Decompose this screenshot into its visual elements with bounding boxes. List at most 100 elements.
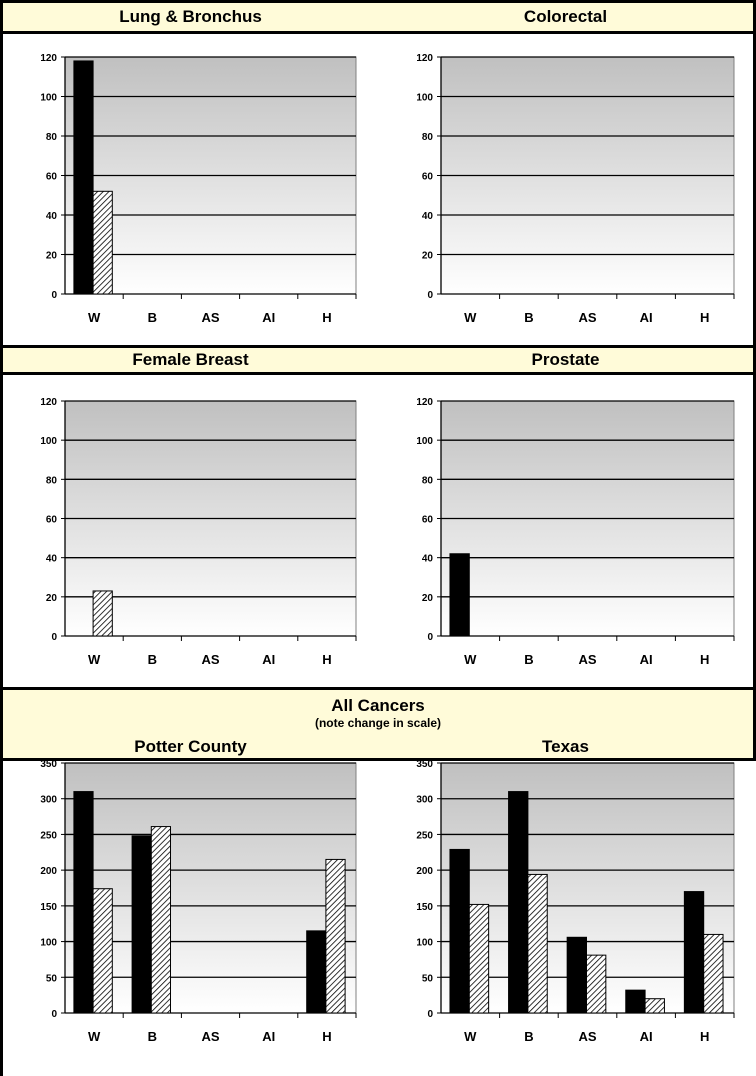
y-tick-label: 80: [422, 475, 434, 486]
y-tick-label: 250: [40, 830, 57, 841]
x-tick-label: H: [700, 1029, 709, 1044]
bar-hatched-h: [703, 933, 724, 1014]
bar-solid-w: [73, 60, 94, 295]
x-tick-label: B: [148, 1029, 157, 1044]
chart-prostate: 0 20 40 60 80 100 120 W B AS AI H: [416, 397, 735, 667]
y-tick-label: 20: [46, 593, 58, 604]
frame-right-border: [753, 0, 756, 761]
x-tick-label: AI: [262, 652, 275, 667]
panel-title-potter: Potter County: [134, 737, 247, 756]
header-band-top: [0, 0, 756, 34]
x-tick-label: AS: [201, 1029, 219, 1044]
bar-solid-w: [449, 848, 470, 1014]
x-tick-label: W: [464, 310, 477, 325]
y-tick-label: 120: [40, 53, 57, 64]
chart-lung: 0 20 40 60 80 100 120 W B AS AI H: [40, 53, 357, 325]
y-tick-label: 0: [51, 290, 57, 301]
y-tick-label: 150: [40, 902, 57, 913]
y-tick-label: 20: [422, 251, 434, 262]
bar-hatched-w: [92, 190, 113, 295]
y-tick-label: 0: [51, 1009, 57, 1020]
y-tick-label: 50: [46, 973, 58, 984]
x-tick-label: AS: [578, 1029, 596, 1044]
x-tick-label: W: [464, 1029, 477, 1044]
x-tick-label: AI: [262, 310, 275, 325]
bar-hatched-as: [586, 954, 607, 1014]
y-tick-label: 60: [46, 172, 58, 183]
x-tick-label: AS: [201, 652, 219, 667]
bar-hatched-w: [92, 888, 113, 1014]
chart-texas: 0 50 100 150 200 250 300 350 W B AS AI H: [416, 759, 735, 1044]
bar-hatched-w: [468, 903, 490, 1014]
y-tick-label: 20: [46, 251, 58, 262]
panel-title-colorectal: Colorectal: [523, 7, 608, 26]
bar-hatched-b: [527, 873, 548, 1014]
y-tick-label: 80: [46, 132, 58, 143]
bar-solid-b: [131, 835, 152, 1014]
all-cancers-title: All Cancers: [331, 696, 425, 715]
x-tick-label: H: [322, 1029, 331, 1044]
frame-left-border: [0, 0, 3, 1076]
x-tick-label: AI: [640, 652, 653, 667]
header-band-all-cancers: [0, 687, 756, 761]
y-tick-label: 350: [416, 759, 433, 770]
x-tick-label: W: [88, 1029, 101, 1044]
y-tick-label: 100: [416, 93, 433, 104]
y-tick-label: 100: [416, 938, 433, 949]
y-tick-label: 60: [422, 172, 434, 183]
x-tick-label: W: [464, 652, 477, 667]
y-tick-label: 100: [40, 938, 57, 949]
bar-solid-ai: [625, 989, 646, 1014]
all-cancers-note: (note change in scale): [314, 716, 442, 730]
y-tick-label: 20: [422, 593, 434, 604]
y-tick-label: 60: [422, 515, 434, 526]
bar-hatched-b: [150, 826, 172, 1014]
y-tick-label: 60: [46, 515, 58, 526]
y-tick-label: 0: [51, 632, 57, 643]
bar-solid-w: [73, 791, 94, 1014]
x-tick-label: AS: [578, 310, 596, 325]
x-tick-label: AI: [640, 310, 653, 325]
y-tick-label: 200: [416, 866, 433, 877]
x-tick-label: W: [88, 652, 101, 667]
panel-title-texas: Texas: [542, 737, 589, 756]
x-tick-label: B: [524, 310, 533, 325]
y-tick-label: 40: [422, 211, 434, 222]
x-tick-label: B: [524, 652, 533, 667]
y-tick-label: 350: [40, 759, 57, 770]
x-tick-label: W: [88, 310, 101, 325]
x-tick-label: H: [322, 652, 331, 667]
panel-title-lung: Lung & Bronchus: [119, 7, 262, 26]
y-tick-label: 300: [416, 795, 433, 806]
y-tick-label: 120: [40, 397, 57, 408]
bar-solid-h: [683, 891, 705, 1014]
y-tick-label: 40: [46, 211, 58, 222]
x-tick-label: B: [148, 652, 157, 667]
y-tick-label: 100: [416, 436, 433, 447]
chart-breast: 0 20 40 60 80 100 120 W B AS AI H: [40, 397, 357, 667]
chart-colorectal: 0 20 40 60 80 100 120 W B AS AI H: [416, 53, 735, 325]
y-tick-label: 0: [427, 290, 433, 301]
x-tick-label: AI: [640, 1029, 653, 1044]
x-tick-label: H: [700, 652, 709, 667]
y-tick-label: 100: [40, 436, 57, 447]
bar-solid-h: [306, 930, 327, 1014]
y-tick-label: 250: [416, 830, 433, 841]
y-tick-label: 120: [416, 397, 433, 408]
panel-title-prostate: Prostate: [531, 350, 600, 369]
bar-solid-b: [508, 791, 529, 1014]
x-tick-label: H: [700, 310, 709, 325]
bar-hatched-ai: [644, 998, 665, 1014]
x-tick-label: B: [148, 310, 157, 325]
y-tick-label: 0: [427, 1009, 433, 1020]
y-tick-label: 50: [422, 973, 434, 984]
header-band-middle: [0, 345, 756, 375]
x-tick-label: AI: [262, 1029, 275, 1044]
y-tick-label: 200: [40, 866, 57, 877]
panel-title-breast: Female Breast: [132, 350, 249, 369]
y-tick-label: 150: [416, 902, 433, 913]
chart-potter: 0 50 100 150 200 250 300 350 W B AS AI H: [40, 759, 357, 1044]
y-tick-label: 80: [422, 132, 434, 143]
x-tick-label: AS: [578, 652, 596, 667]
x-tick-label: B: [524, 1029, 533, 1044]
